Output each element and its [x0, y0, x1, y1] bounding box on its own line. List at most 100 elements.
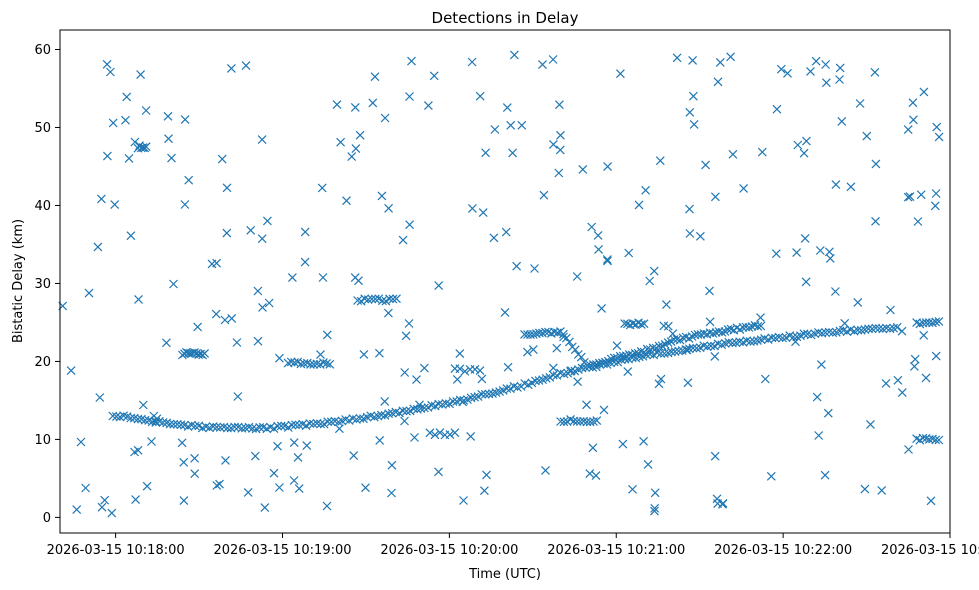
- data-point: [97, 502, 107, 512]
- data-point: [870, 67, 880, 77]
- data-point: [212, 481, 222, 490]
- data-point: [126, 231, 136, 241]
- data-point: [905, 192, 915, 202]
- data-point: [538, 60, 547, 70]
- data-point: [739, 183, 749, 193]
- data-point: [862, 131, 872, 141]
- data-point: [384, 409, 394, 419]
- data-point: [573, 377, 583, 387]
- data-point: [792, 248, 802, 258]
- data-point: [913, 217, 923, 226]
- data-point: [881, 323, 891, 333]
- data-point: [688, 91, 698, 101]
- data-point: [412, 404, 422, 414]
- data-point: [470, 392, 480, 402]
- data-point: [163, 111, 173, 121]
- data-point: [672, 53, 682, 63]
- data-point: [582, 417, 592, 427]
- data-point: [582, 400, 591, 410]
- data-point: [286, 357, 296, 367]
- data-point: [760, 374, 770, 384]
- data-point: [392, 294, 401, 304]
- data-point: [430, 430, 440, 440]
- data-point: [548, 370, 558, 380]
- data-point: [375, 435, 385, 445]
- data-point: [466, 393, 476, 403]
- data-point: [302, 441, 312, 451]
- data-point: [871, 159, 881, 169]
- data-point: [136, 70, 146, 80]
- data-point: [570, 345, 580, 355]
- data-point: [931, 317, 941, 327]
- data-point: [84, 288, 94, 298]
- data-point: [643, 459, 653, 469]
- data-point: [788, 332, 798, 342]
- data-point: [434, 281, 444, 291]
- data-point: [509, 50, 519, 60]
- data-point: [322, 501, 332, 511]
- data-point: [291, 420, 300, 430]
- data-point: [177, 438, 187, 448]
- data-point: [466, 431, 476, 441]
- data-point: [363, 295, 373, 305]
- data-point: [685, 204, 694, 214]
- data-point: [813, 327, 823, 337]
- data-point: [575, 417, 585, 426]
- data-point: [470, 364, 480, 374]
- data-point: [342, 196, 351, 206]
- data-point: [717, 327, 727, 337]
- data-point: [477, 374, 487, 384]
- data-point: [615, 69, 625, 79]
- data-point: [683, 378, 693, 388]
- data-point: [102, 151, 112, 161]
- data-point: [489, 233, 499, 243]
- data-point: [548, 139, 558, 149]
- data-point: [221, 455, 230, 465]
- data-point: [480, 389, 490, 399]
- data-point: [367, 294, 377, 304]
- data-point: [885, 324, 895, 334]
- data-point: [208, 422, 218, 432]
- data-point: [559, 332, 568, 342]
- data-point: [636, 319, 646, 329]
- data-point: [881, 378, 891, 388]
- data-point: [909, 361, 919, 371]
- data-point: [222, 183, 232, 193]
- data-point: [811, 56, 821, 66]
- data-point: [756, 313, 765, 323]
- data-point: [503, 362, 513, 372]
- data-point: [904, 445, 913, 454]
- data-point: [377, 191, 387, 201]
- data-point: [317, 183, 327, 193]
- data-point: [402, 406, 411, 416]
- data-point: [649, 266, 659, 276]
- data-point: [559, 369, 569, 379]
- data-point: [639, 436, 649, 446]
- data-point: [555, 145, 565, 155]
- data-point: [385, 294, 394, 304]
- data-point: [931, 435, 941, 445]
- data-point: [316, 350, 325, 360]
- data-point: [360, 294, 370, 304]
- data-point: [351, 144, 361, 154]
- data-point: [293, 452, 303, 462]
- data-point: [578, 164, 588, 174]
- data-point: [161, 338, 171, 348]
- data-point: [815, 246, 825, 255]
- data-point: [724, 337, 734, 347]
- data-point: [246, 225, 256, 235]
- data-point: [846, 182, 856, 192]
- data-point: [93, 242, 103, 252]
- data-point: [655, 156, 665, 166]
- data-point: [180, 200, 190, 209]
- data-point: [318, 358, 328, 368]
- data-point: [220, 315, 230, 325]
- data-point: [455, 364, 465, 374]
- data-point: [72, 505, 82, 515]
- data-point: [932, 122, 942, 132]
- data-point: [102, 59, 112, 69]
- y-tick-label: 40: [34, 199, 51, 214]
- data-point: [874, 324, 884, 333]
- data-point: [577, 363, 587, 373]
- data-point: [253, 286, 263, 296]
